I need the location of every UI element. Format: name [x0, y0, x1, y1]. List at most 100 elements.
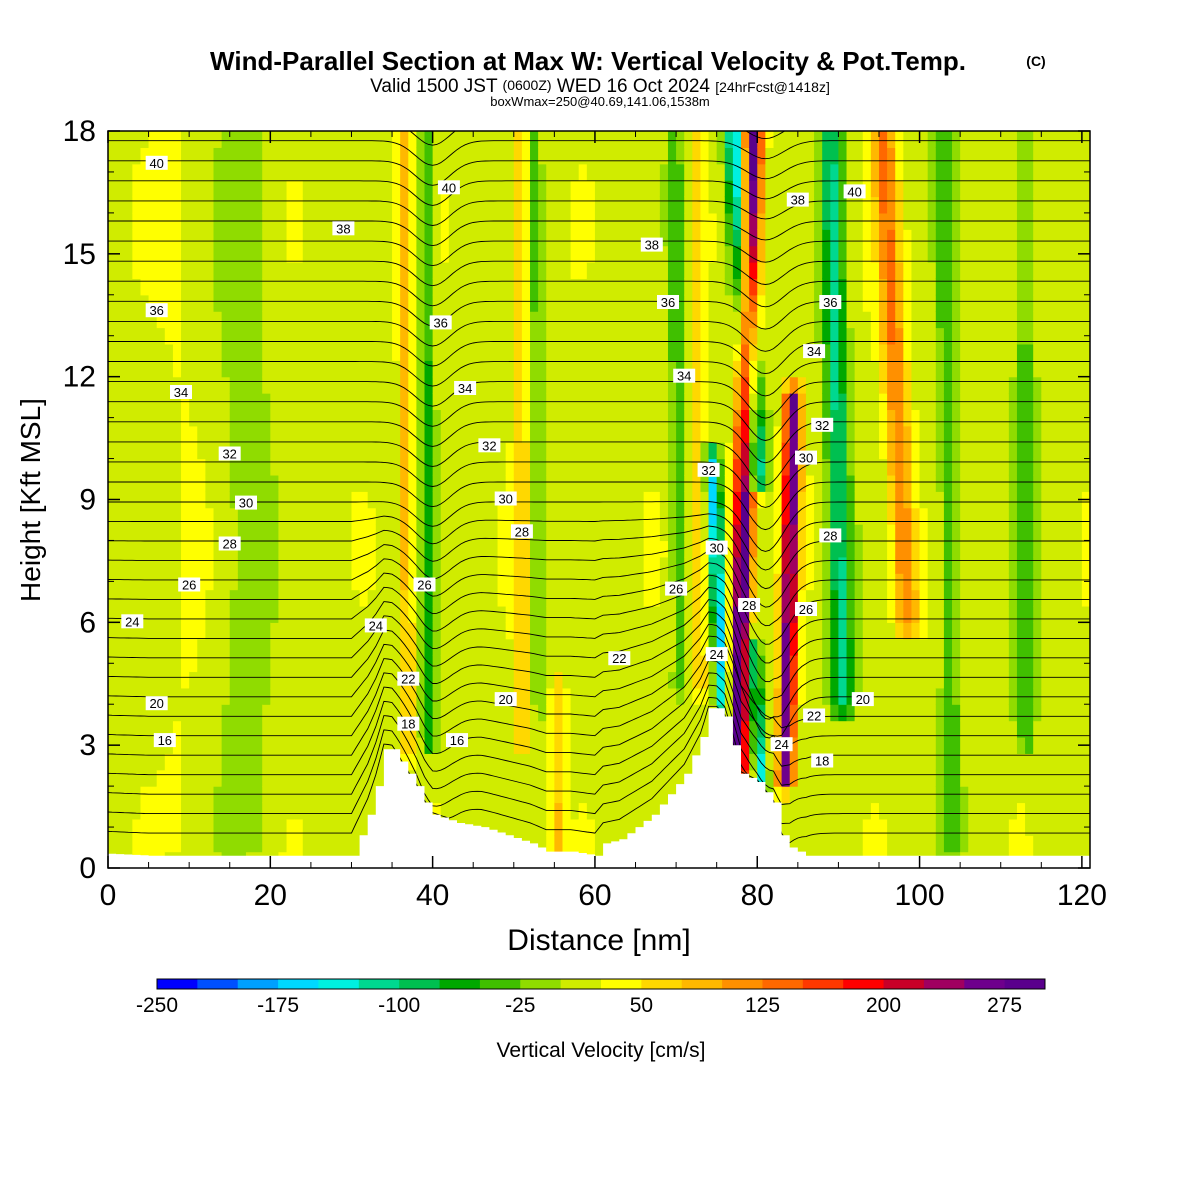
w-cell — [254, 605, 263, 623]
w-cell — [586, 802, 596, 820]
w-cell — [659, 131, 669, 148]
w-cell — [481, 327, 491, 345]
w-cell — [716, 442, 726, 460]
w-cell — [919, 655, 929, 673]
w-cell — [554, 835, 564, 853]
w-cell — [140, 442, 150, 460]
w-cell — [286, 360, 296, 378]
w-cell — [310, 507, 320, 525]
w-cell — [164, 229, 174, 247]
w-cell — [481, 278, 491, 296]
w-cell — [984, 360, 994, 378]
w-cell — [878, 131, 888, 148]
w-cell — [603, 442, 612, 460]
w-cell — [229, 524, 239, 542]
w-cell — [814, 425, 823, 443]
w-cell — [765, 605, 775, 623]
w-cell — [473, 393, 482, 411]
w-cell — [189, 196, 198, 214]
w-cell — [465, 327, 474, 345]
w-cell — [497, 360, 507, 378]
w-cell — [992, 769, 1002, 787]
w-cell — [627, 294, 637, 312]
w-cell — [124, 442, 133, 460]
w-cell — [530, 507, 539, 525]
w-cell — [383, 605, 393, 623]
w-cell — [570, 524, 580, 542]
w-cell — [927, 278, 937, 296]
w-cell — [367, 343, 377, 361]
w-cell — [497, 524, 507, 542]
w-cell — [976, 180, 986, 198]
w-cell — [700, 507, 710, 525]
w-cell — [797, 835, 807, 853]
w-cell — [116, 589, 125, 607]
w-cell — [367, 769, 377, 787]
w-cell — [432, 507, 442, 525]
w-cell — [562, 491, 572, 509]
w-cell — [708, 147, 718, 165]
w-cell — [497, 131, 507, 148]
w-cell — [603, 556, 612, 574]
w-cell — [651, 704, 661, 722]
w-cell — [124, 556, 133, 574]
w-cell — [424, 524, 434, 542]
w-cell — [383, 393, 393, 411]
w-cell — [294, 376, 304, 394]
w-cell — [432, 343, 442, 361]
w-cell — [692, 360, 702, 378]
w-cell — [132, 147, 142, 165]
w-cell — [448, 605, 458, 623]
w-cell — [254, 622, 263, 640]
w-cell — [213, 376, 223, 394]
w-cell — [643, 720, 653, 738]
w-cell — [611, 376, 620, 394]
w-cell — [684, 245, 693, 263]
w-cell — [213, 638, 223, 656]
w-cell — [497, 556, 507, 574]
w-cell — [586, 736, 596, 754]
w-cell — [846, 311, 856, 329]
w-cell — [416, 687, 426, 705]
w-cell — [830, 720, 840, 738]
w-cell — [530, 704, 539, 722]
w-cell — [172, 294, 182, 312]
w-cell — [237, 294, 247, 312]
w-cell — [765, 343, 775, 361]
w-cell — [895, 327, 904, 345]
w-cell — [319, 196, 328, 214]
w-cell — [408, 458, 417, 476]
w-cell — [270, 605, 280, 623]
w-cell — [635, 769, 645, 787]
w-cell — [278, 589, 288, 607]
w-cell — [968, 704, 977, 722]
w-cell — [108, 147, 117, 165]
w-cell — [716, 589, 726, 607]
w-cell — [757, 393, 766, 411]
w-cell — [432, 147, 442, 165]
w-cell — [708, 343, 718, 361]
w-cell — [627, 491, 637, 509]
w-cell — [878, 802, 888, 820]
w-cell — [627, 769, 637, 787]
w-cell — [530, 802, 539, 820]
w-cell — [189, 147, 198, 165]
w-cell — [976, 409, 986, 427]
w-cell — [383, 474, 393, 492]
w-cell — [408, 655, 417, 673]
w-cell — [489, 704, 499, 722]
w-cell — [700, 540, 710, 558]
w-cell — [854, 360, 864, 378]
w-cell — [838, 294, 848, 312]
w-cell — [197, 131, 206, 148]
w-cell — [960, 769, 969, 787]
w-cell — [205, 474, 215, 492]
w-cell — [594, 769, 604, 787]
w-cell — [440, 605, 450, 623]
w-cell — [538, 540, 547, 558]
w-cell — [189, 540, 198, 558]
w-cell — [773, 474, 783, 492]
w-cell — [586, 556, 596, 574]
w-cell — [164, 753, 174, 771]
w-cell — [262, 524, 271, 542]
